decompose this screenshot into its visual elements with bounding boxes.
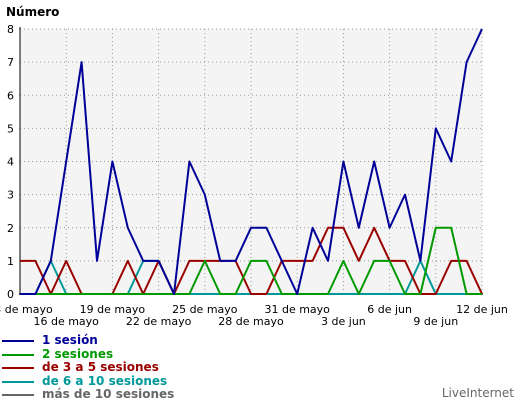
y-tick-label: 5 — [7, 122, 14, 135]
y-tick-label: 6 — [7, 89, 14, 102]
y-tick-label: 0 — [7, 288, 14, 301]
x-tick-label: 19 de mayo — [80, 303, 146, 316]
x-tick-label: 22 de mayo — [126, 315, 192, 328]
x-tick-label: 12 de jun — [456, 303, 508, 316]
legend-label: de 6 a 10 sesiones — [42, 373, 168, 388]
x-tick-label: 25 de mayo — [172, 303, 238, 316]
x-tick-label: 6 de jun — [367, 303, 412, 316]
y-tick-label: 2 — [7, 222, 14, 235]
y-tick-label: 3 — [7, 189, 14, 202]
y-tick-label: 7 — [7, 56, 14, 69]
x-tick-label: 3 de jun — [321, 315, 366, 328]
y-axis-label: Número — [6, 5, 59, 19]
legend-swatch — [2, 394, 34, 396]
legend-label: más de 10 sesiones — [42, 387, 175, 401]
x-tick-label: 9 de jun — [413, 315, 458, 328]
brand-label: LiveInternet — [441, 386, 514, 400]
legend-label: 1 sesión — [42, 333, 98, 347]
legend-swatch — [2, 367, 34, 369]
x-tick-label: 31 de mayo — [264, 303, 330, 316]
x-tick-label: 16 de mayo — [33, 315, 99, 328]
y-tick-label: 1 — [7, 255, 14, 268]
x-tick-label: 13 de mayo — [0, 303, 53, 316]
y-tick-label: 8 — [7, 23, 14, 36]
series-line-1 — [20, 28, 483, 295]
legend-swatch — [2, 380, 34, 383]
x-tick-label: 28 de mayo — [218, 315, 284, 328]
y-tick-label: 4 — [7, 156, 14, 169]
legend-swatch — [2, 340, 34, 342]
legend-label: 2 sesiones — [42, 346, 114, 361]
series-line-2 — [20, 226, 482, 295]
legend-swatch — [2, 353, 34, 356]
legend-label: de 3 a 5 sesiones — [42, 360, 159, 374]
